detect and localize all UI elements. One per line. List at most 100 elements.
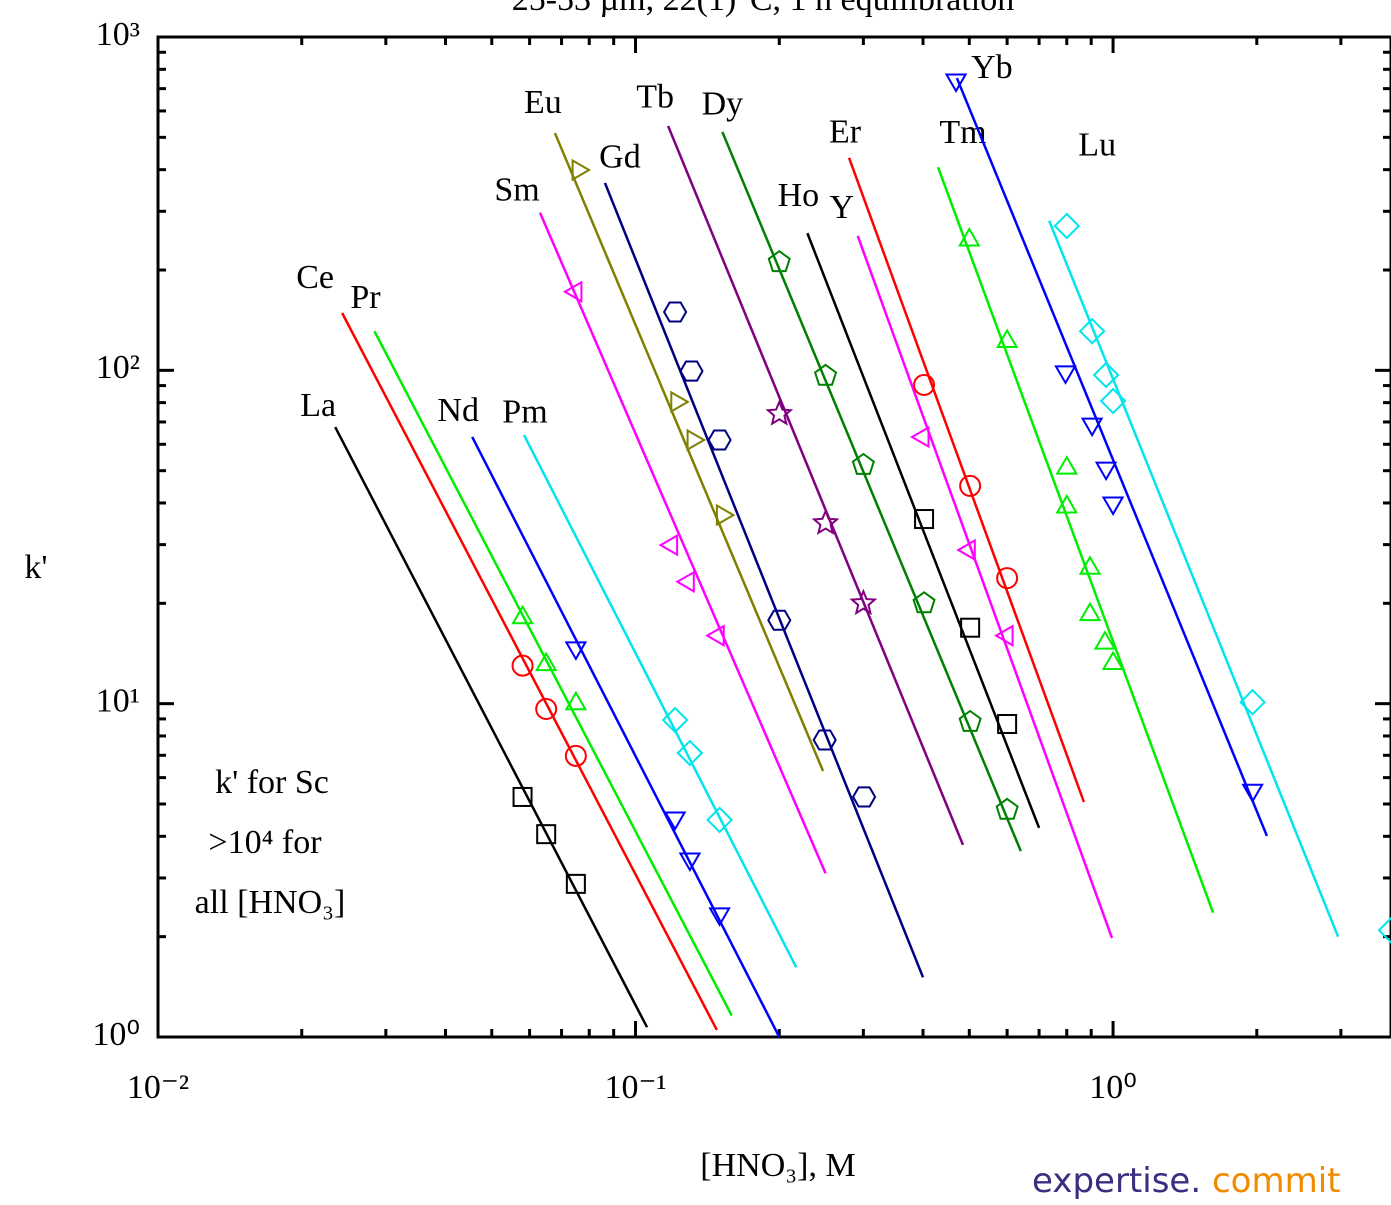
- y-tick-label: 10²: [96, 349, 140, 386]
- marker: [571, 158, 592, 182]
- fit-line: [603, 182, 925, 978]
- series-label: Ce: [296, 259, 334, 296]
- marker: [708, 907, 731, 927]
- marker: [670, 390, 690, 414]
- marker: [765, 399, 794, 426]
- marker: [1054, 365, 1077, 385]
- marker: [913, 373, 936, 396]
- marker: [1053, 212, 1081, 240]
- marker: [849, 588, 878, 616]
- marker: [676, 739, 704, 767]
- series-label: Pr: [350, 279, 381, 316]
- marker: [914, 509, 935, 530]
- marker: [1078, 317, 1106, 345]
- marker: [511, 604, 534, 625]
- marker: [564, 744, 587, 767]
- fit-line: [856, 235, 1114, 939]
- annotation: >10⁴ for: [208, 824, 322, 861]
- marker: [715, 503, 736, 527]
- marker: [959, 474, 982, 497]
- series-label: Nd: [437, 392, 479, 429]
- marker: [511, 654, 534, 677]
- marker: [1078, 601, 1102, 622]
- marker: [707, 429, 732, 451]
- y-axis-label: k': [24, 549, 47, 586]
- y-tick-label: 10³: [96, 16, 140, 53]
- series-label: Tb: [636, 79, 674, 116]
- marker: [705, 624, 725, 647]
- marker: [658, 533, 679, 557]
- fit-line: [955, 77, 1269, 837]
- x-tick-label: 10⁰: [1089, 1069, 1137, 1106]
- x-axis-label: [HNO₃], M: [700, 1147, 855, 1184]
- marker: [851, 786, 877, 808]
- y-tick-label: 10⁰: [92, 1016, 140, 1053]
- series-label: La: [300, 387, 336, 424]
- series-label: Gd: [599, 139, 641, 176]
- watermark: expertise. commit: [1032, 1161, 1340, 1201]
- fit-line: [847, 157, 1086, 803]
- marker: [1377, 916, 1391, 944]
- marker: [562, 280, 583, 304]
- x-tick-label: 10⁻¹: [604, 1069, 666, 1106]
- marker: [678, 852, 702, 872]
- marker: [1099, 387, 1127, 415]
- marker: [995, 328, 1019, 348]
- marker: [813, 363, 838, 386]
- fit-line: [553, 132, 825, 772]
- marker: [679, 360, 704, 382]
- marker: [662, 301, 688, 323]
- marker: [1055, 494, 1079, 514]
- plot-frame: [156, 35, 1391, 1039]
- marker: [960, 617, 981, 638]
- fit-line: [936, 166, 1215, 914]
- marker: [767, 609, 792, 631]
- series-label: Eu: [524, 84, 562, 121]
- annotation: all [HNO₃]: [195, 884, 346, 921]
- marker: [812, 729, 837, 751]
- marker: [912, 591, 936, 614]
- watermark-word: expertise.: [1032, 1161, 1201, 1201]
- marker: [564, 641, 588, 661]
- marker: [994, 624, 1014, 647]
- marker: [956, 538, 976, 562]
- y-tick-label: 10¹: [96, 682, 140, 719]
- series-label: Pm: [502, 394, 547, 431]
- marker: [661, 706, 689, 734]
- marker: [565, 873, 586, 894]
- marker: [995, 797, 1019, 820]
- marker: [851, 452, 875, 475]
- series-label: Sm: [494, 172, 539, 209]
- marker: [512, 786, 533, 807]
- marker: [1101, 650, 1125, 670]
- marker: [1239, 688, 1267, 716]
- marker: [767, 249, 791, 273]
- watermark-word: commit: [1212, 1161, 1341, 1201]
- series-label: Lu: [1078, 127, 1116, 164]
- annotation: k' for Sc: [215, 764, 329, 801]
- marker: [1094, 461, 1118, 482]
- marker: [534, 651, 558, 672]
- marker: [909, 425, 930, 449]
- fit-line: [806, 232, 1041, 829]
- marker: [663, 811, 687, 831]
- fit-line: [1048, 220, 1340, 938]
- marker: [811, 508, 840, 535]
- fit-line: [666, 125, 965, 846]
- fit-line: [373, 330, 733, 1017]
- marker: [944, 73, 968, 93]
- chart-title: 25-53 µm, 22(1)°C, 1 h equilibration: [512, 0, 1015, 18]
- marker: [958, 226, 981, 247]
- marker: [996, 567, 1019, 590]
- marker: [1092, 361, 1120, 389]
- fit-line: [522, 434, 798, 968]
- x-tick-label: 10⁻²: [127, 1069, 189, 1106]
- marker: [1055, 455, 1079, 475]
- marker: [535, 697, 558, 720]
- series-label: Dy: [702, 86, 744, 123]
- marker: [1101, 496, 1125, 516]
- marker: [706, 806, 734, 834]
- marker: [958, 709, 982, 732]
- series-label: Ho: [778, 177, 820, 214]
